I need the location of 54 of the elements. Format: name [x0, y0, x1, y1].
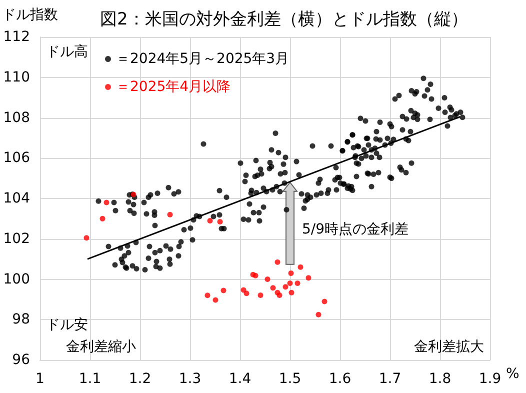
x-tick-label: 1.9: [478, 371, 502, 387]
point: [294, 280, 300, 286]
legend-label: ＝2025年4月以降: [116, 79, 231, 95]
point: [212, 297, 218, 303]
x-tick-label: 1.8: [428, 371, 452, 387]
point: [316, 312, 322, 318]
y-tick-label: 100: [3, 271, 30, 288]
x-axis-title: %: [506, 366, 520, 382]
y-axis-title: ドル指数: [2, 7, 58, 23]
legend-label: ＝2024年5月～2025年3月: [116, 51, 290, 67]
x-tick-label: 1.7: [378, 371, 402, 387]
point: [322, 298, 328, 304]
x-tick-label: 1.1: [78, 371, 102, 387]
point: [276, 292, 282, 298]
point: [220, 288, 226, 294]
annotation: ドル高: [46, 44, 88, 60]
point: [282, 284, 288, 290]
point: [264, 276, 270, 282]
chart-title: 図2：米国の対外金利差（横）とドル指数（縦）: [100, 10, 468, 30]
point: [204, 292, 210, 298]
point: [104, 200, 110, 206]
x-tick-label: 1.5: [278, 371, 302, 387]
y-tick-label: 106: [3, 150, 30, 166]
y-tick-label: 104: [3, 190, 30, 206]
point: [258, 292, 264, 298]
point: [167, 212, 173, 218]
y-tick-label: 112: [3, 29, 30, 45]
y-tick-label: 110: [3, 69, 30, 86]
point: [270, 285, 276, 291]
point: [298, 264, 304, 270]
annotation: 金利差拡大: [414, 339, 484, 355]
point: [84, 235, 90, 241]
x-tick-label: 1.2: [128, 371, 152, 387]
annotation: 5/9時点の金利差: [302, 221, 409, 238]
y-tick-label: 102: [3, 230, 30, 247]
point: [207, 218, 213, 224]
point: [288, 270, 294, 276]
x-tick-label: 1.4: [228, 371, 252, 387]
y-tick-label: 96: [12, 352, 30, 368]
annotation: ドル安: [46, 317, 88, 333]
point: [287, 280, 293, 286]
point: [306, 275, 312, 281]
point: [244, 290, 250, 296]
point: [274, 259, 280, 265]
point: [100, 216, 106, 222]
x-tick-label: 1.3: [178, 371, 202, 387]
annotation: 金利差縮小: [66, 339, 136, 355]
point: [217, 218, 223, 224]
point: [288, 290, 294, 296]
x-tick-label: 1.6: [328, 371, 352, 387]
y-tick-label: 108: [3, 110, 30, 126]
point: [252, 272, 258, 278]
x-tick-label: 1: [36, 371, 44, 387]
y-tick-label: 98: [12, 312, 30, 328]
